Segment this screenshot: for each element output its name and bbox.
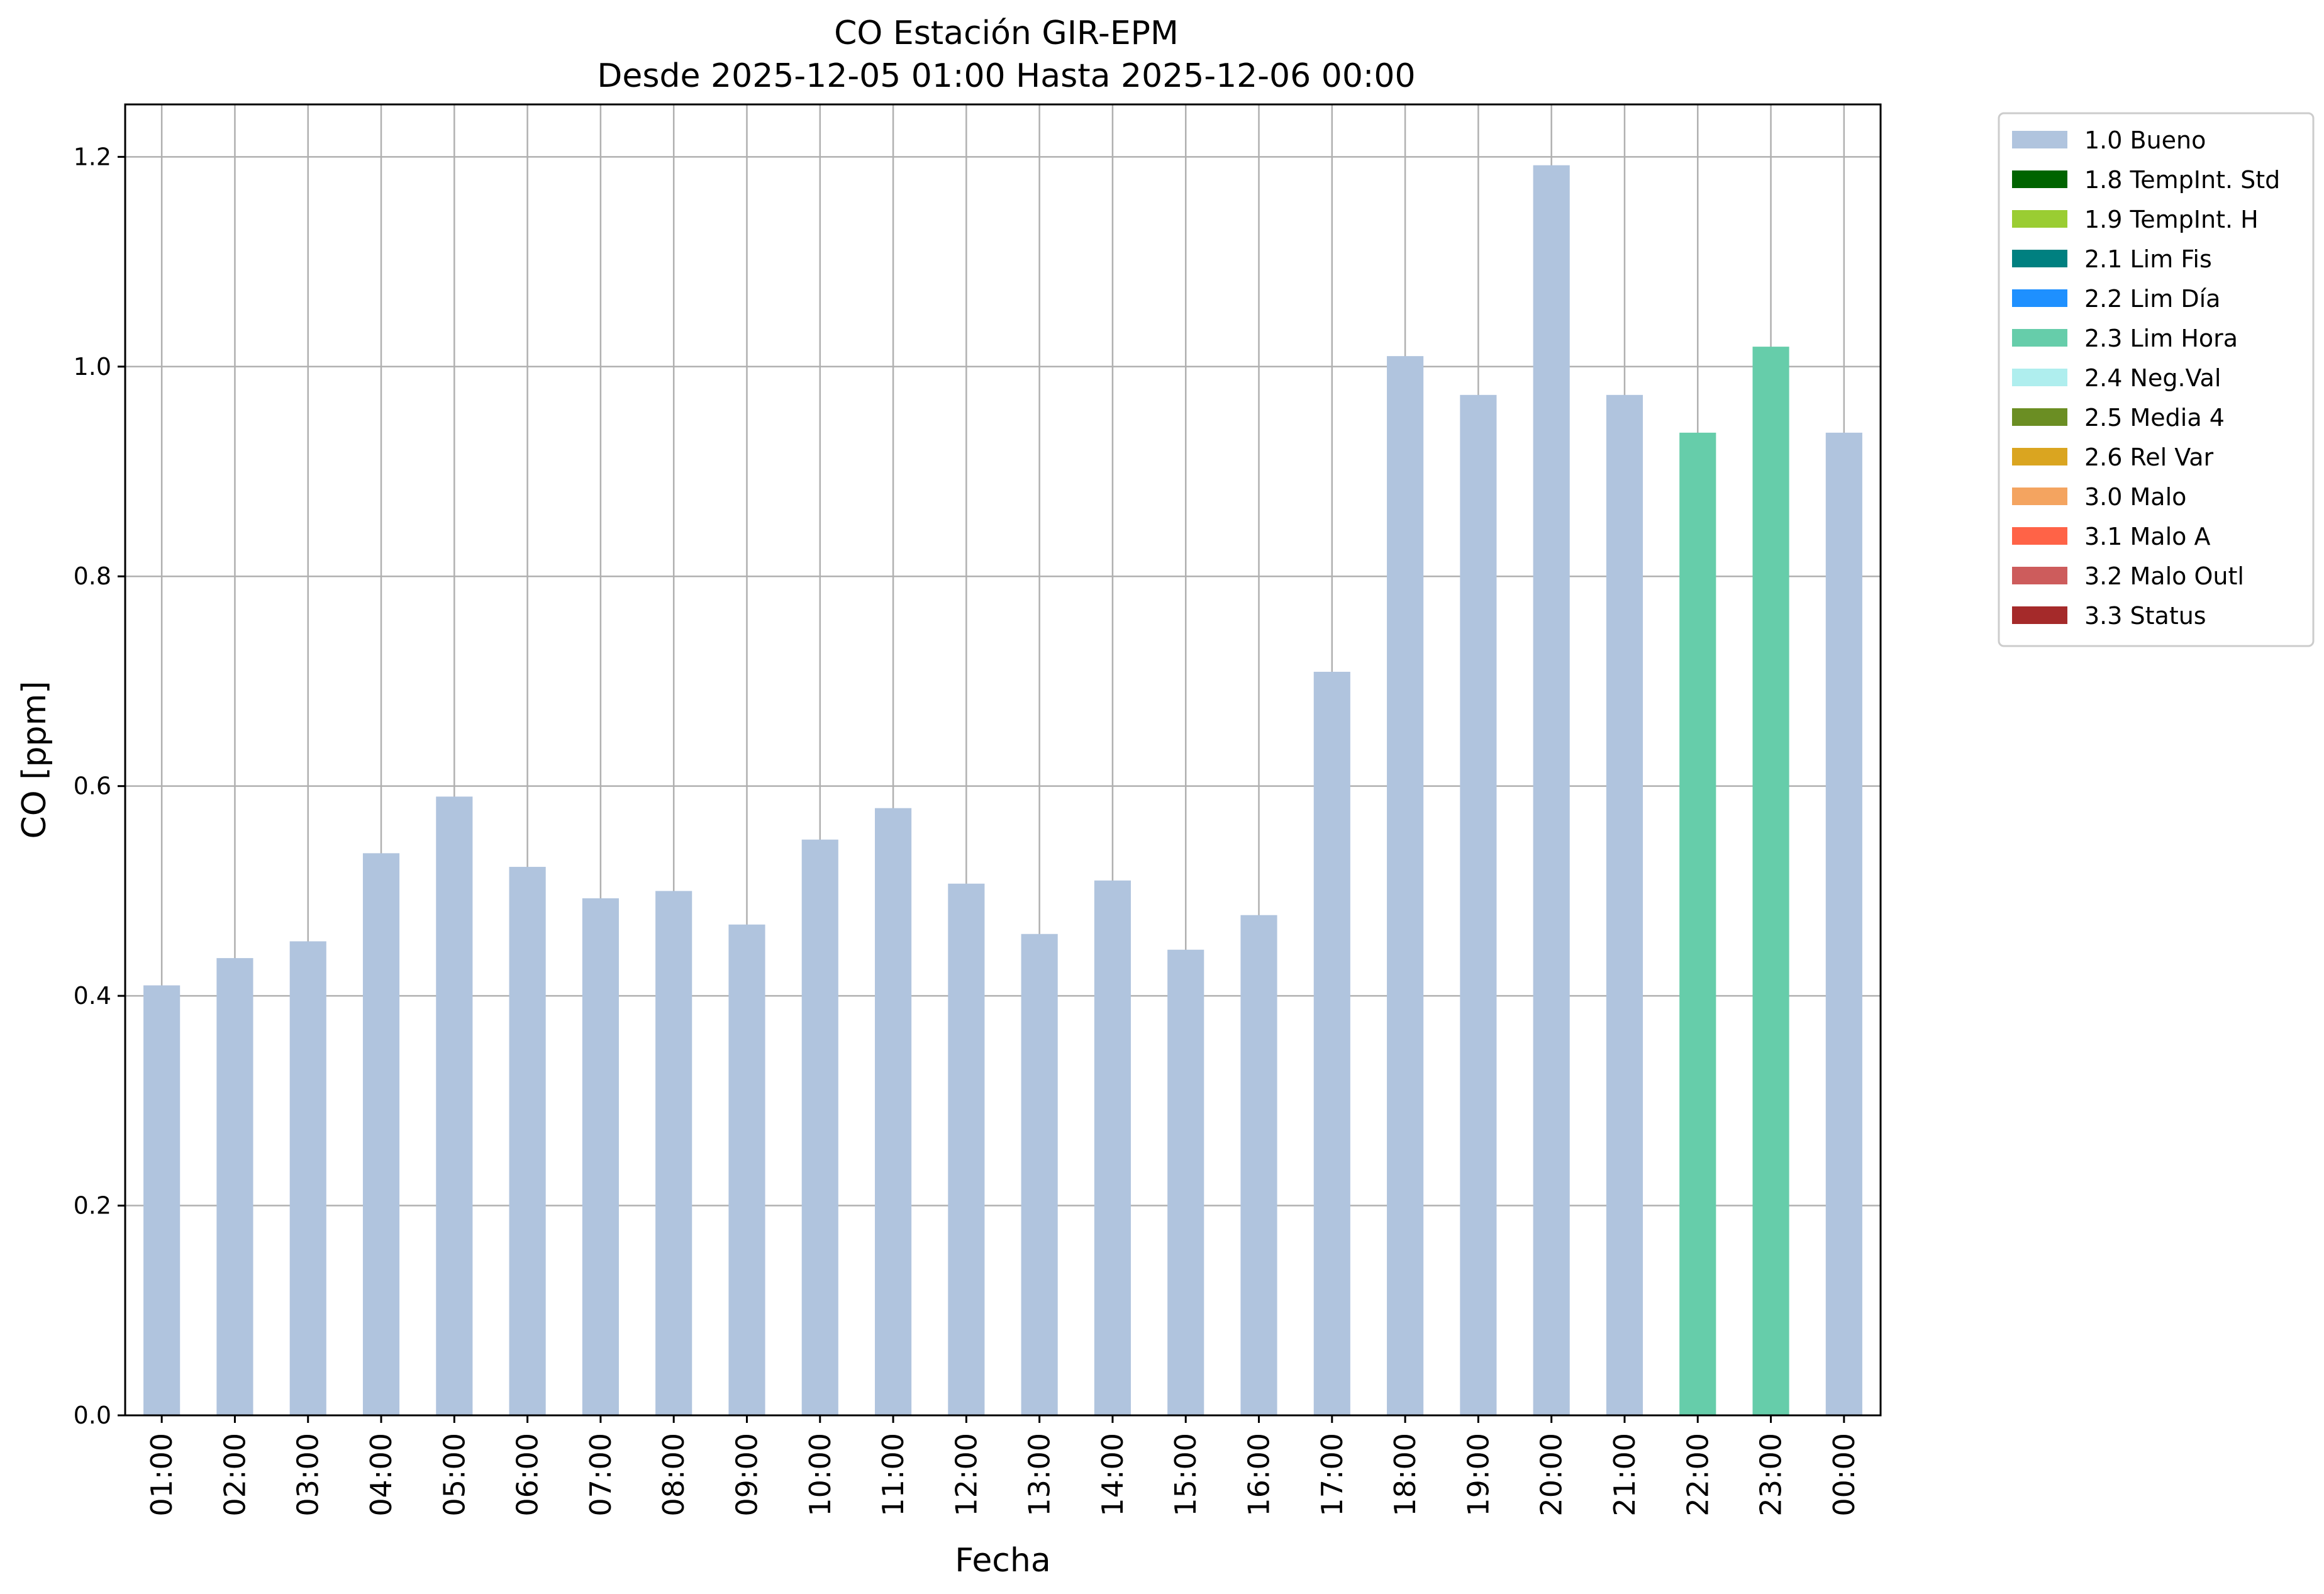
legend-swatch — [2012, 210, 2067, 228]
x-tick-label: 15:00 — [1169, 1433, 1203, 1517]
x-tick-label: 06:00 — [511, 1433, 545, 1517]
x-axis-label: Fecha — [955, 1542, 1050, 1580]
y-axis: 0.0 0.2 0.4 0.6 0.8 1.0 1.2 — [74, 143, 125, 1429]
x-tick-label: 13:00 — [1023, 1433, 1057, 1517]
bar-15:00 — [1167, 949, 1204, 1415]
legend-entry: 1.0 Bueno — [2084, 126, 2206, 154]
x-tick-label: 10:00 — [803, 1433, 837, 1517]
y-tick-label: 0.6 — [74, 772, 111, 800]
x-tick-label: 02:00 — [218, 1433, 252, 1517]
bar-16:00 — [1240, 915, 1277, 1415]
bar-06:00 — [509, 867, 546, 1415]
bar-10:00 — [801, 839, 838, 1415]
x-tick-label: 17:00 — [1315, 1433, 1349, 1517]
bar-03:00 — [289, 941, 326, 1415]
bar-08:00 — [655, 891, 692, 1415]
legend-swatch — [2012, 369, 2067, 386]
legend-swatch — [2012, 408, 2067, 426]
bar-12:00 — [948, 883, 985, 1415]
x-tick-label: 01:00 — [145, 1433, 179, 1517]
legend-entry: 2.3 Lim Hora — [2084, 325, 2238, 352]
x-tick-label: 18:00 — [1388, 1433, 1422, 1517]
legend-swatch — [2012, 289, 2067, 307]
plot-frame — [124, 103, 1882, 1417]
x-tick-label: 09:00 — [730, 1433, 764, 1517]
bar-14:00 — [1094, 880, 1131, 1415]
legend-entry: 1.9 TempInt. H — [2084, 206, 2259, 233]
legend-swatch — [2012, 170, 2067, 188]
x-tick-label: 23:00 — [1754, 1433, 1788, 1517]
x-tick-label: 21:00 — [1608, 1433, 1642, 1517]
bar-13:00 — [1021, 934, 1058, 1415]
bar-05:00 — [436, 796, 473, 1415]
legend-entry: 3.1 Malo A — [2084, 523, 2210, 550]
x-tick-label: 05:00 — [437, 1433, 471, 1517]
y-tick-label: 0.2 — [74, 1192, 111, 1220]
legend-entry: 2.5 Media 4 — [2084, 404, 2225, 432]
bar-04:00 — [362, 853, 400, 1415]
bar-17:00 — [1313, 671, 1350, 1415]
bar-07:00 — [582, 898, 619, 1415]
x-tick-label: 22:00 — [1681, 1433, 1715, 1517]
x-tick-label: 07:00 — [584, 1433, 618, 1517]
legend-swatch — [2012, 606, 2067, 624]
legend-swatch — [2012, 448, 2067, 465]
legend-entry: 2.6 Rel Var — [2084, 443, 2214, 471]
legend: 1.0 Bueno 1.8 TempInt. Std 1.9 TempInt. H 2… — [1998, 112, 2315, 647]
legend-frame — [1998, 112, 2315, 647]
bar-00:00 — [1825, 432, 1862, 1415]
chart-subtitle: Desde 2025-12-05 01:00 Hasta 2025-12-06 … — [597, 57, 1415, 95]
chart-title: CO Estación GIR-EPM — [834, 14, 1179, 52]
legend-entry: 2.4 Neg.Val — [2084, 364, 2221, 392]
legend-swatch — [2012, 488, 2067, 505]
legend-entry: 1.8 TempInt. Std — [2084, 166, 2280, 194]
x-tick-label: 00:00 — [1827, 1433, 1861, 1517]
bar-19:00 — [1460, 394, 1497, 1415]
bars — [143, 165, 1862, 1416]
x-tick-label: 19:00 — [1461, 1433, 1495, 1517]
legend-swatch — [2012, 567, 2067, 584]
x-axis: 01:00 02:00 03:00 04:00 05:00 06:00 07:00 08:00… — [145, 1415, 1861, 1517]
legend-entry: 2.2 Lim Día — [2084, 285, 2220, 313]
legend-entry: 3.2 Malo Outl — [2084, 562, 2244, 590]
legend-swatch — [2012, 131, 2067, 148]
y-tick-label: 0.0 — [74, 1402, 111, 1429]
legend-swatch — [2012, 527, 2067, 545]
bar-23:00 — [1752, 347, 1789, 1415]
legend-entry: 3.0 Malo — [2084, 483, 2186, 511]
bar-09:00 — [728, 924, 765, 1415]
y-tick-label: 0.4 — [74, 982, 111, 1010]
legend-swatch — [2012, 329, 2067, 347]
bar-20:00 — [1533, 165, 1570, 1415]
bar-01:00 — [143, 985, 181, 1415]
bar-02:00 — [216, 958, 253, 1415]
bar-18:00 — [1387, 356, 1424, 1416]
legend-swatch — [2012, 250, 2067, 267]
x-tick-label: 14:00 — [1096, 1433, 1130, 1517]
y-axis-label: CO [ppm] — [16, 681, 53, 839]
x-tick-label: 11:00 — [876, 1433, 910, 1517]
bar-22:00 — [1679, 432, 1716, 1415]
bar-21:00 — [1606, 394, 1643, 1415]
x-tick-label: 20:00 — [1535, 1433, 1569, 1517]
x-tick-label: 16:00 — [1242, 1433, 1276, 1517]
bar-11:00 — [874, 808, 912, 1415]
y-tick-label: 0.8 — [74, 562, 111, 590]
legend-entry: 3.3 Status — [2084, 602, 2206, 630]
x-tick-label: 03:00 — [291, 1433, 325, 1517]
y-tick-label: 1.2 — [74, 143, 111, 170]
x-tick-label: 08:00 — [657, 1433, 691, 1517]
legend-entry: 2.1 Lim Fis — [2084, 245, 2212, 273]
x-tick-label: 12:00 — [949, 1433, 983, 1517]
y-tick-label: 1.0 — [74, 353, 111, 381]
x-tick-label: 04:00 — [364, 1433, 398, 1517]
